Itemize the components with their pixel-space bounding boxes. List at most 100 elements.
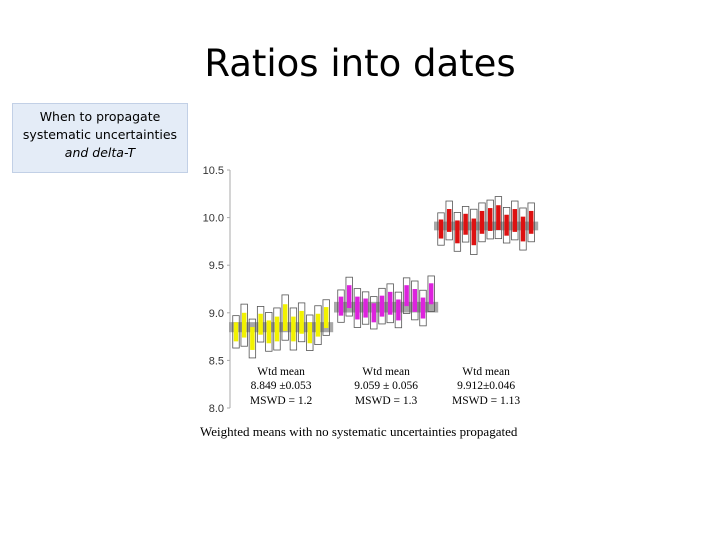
- note-box: When to propagate systematic uncertainti…: [12, 103, 188, 173]
- group-label-line-1: Wtd mean: [462, 366, 510, 378]
- data-bar: [282, 304, 288, 331]
- error-box-outer: [437, 212, 445, 246]
- error-box-outer: [248, 318, 257, 359]
- data-bar: [428, 283, 434, 305]
- error-box-outer: [297, 302, 306, 343]
- data-bar: [291, 316, 296, 342]
- error-box-outer: [322, 299, 330, 336]
- y-tick-label: 10.0: [203, 213, 224, 225]
- y-tick-label: 9.5: [209, 260, 224, 272]
- group-label-line-2: 9.912±0.046: [457, 380, 515, 392]
- error-box-outer: [386, 283, 394, 324]
- error-box-outer: [345, 276, 353, 317]
- note-line-2: systematic uncertainties: [22, 127, 178, 142]
- data-bar: [387, 291, 393, 315]
- data-bar: [346, 285, 352, 309]
- y-tick-label: 8.0: [209, 403, 224, 415]
- error-box-outer: [394, 291, 403, 329]
- error-box-outer: [461, 206, 470, 243]
- data-bar: [363, 298, 368, 318]
- data-bar: [233, 322, 239, 342]
- error-box-outer: [486, 199, 494, 240]
- data-bar: [323, 307, 329, 329]
- error-box-outer: [470, 208, 478, 255]
- error-box-outer: [378, 287, 386, 325]
- error-box-outer: [273, 307, 281, 351]
- y-ticks: 10.5 10.0 9.5 9.0 8.5 8.0: [203, 165, 230, 415]
- data-bar: [496, 205, 501, 230]
- data-bar: [512, 209, 518, 232]
- data-bar: [315, 313, 321, 337]
- data-bar: [446, 209, 452, 232]
- y-tick-label: 9.0: [209, 308, 224, 320]
- weighted-mean-band: [334, 301, 439, 313]
- data-groups: Wtd mean 8.849 ±0.053 MSWD = 1.2 Wtd mean 9.…: [229, 196, 539, 407]
- data-bar: [528, 210, 534, 234]
- error-box-outer: [445, 200, 453, 241]
- chart-svg: 10.5 10.0 9.5 9.0 8.5 8.0 Wtd mean 8.849 ±0.05…: [203, 165, 539, 415]
- data-bar: [371, 303, 377, 323]
- data-bar: [338, 296, 344, 316]
- data-bar: [241, 312, 247, 338]
- data-bar: [471, 218, 477, 246]
- data-bar: [455, 220, 460, 244]
- error-box-outer: [232, 315, 240, 349]
- error-box-outer: [361, 291, 370, 325]
- weighted-mean-band: [434, 221, 539, 231]
- slide-title: Ratios into dates: [204, 42, 516, 85]
- group-label-line-2: 9.059 ± 0.056: [354, 380, 418, 392]
- data-bar: [355, 296, 360, 320]
- error-box-outer: [353, 288, 362, 328]
- group-label-line-2: 8.849 ±0.053: [251, 380, 312, 392]
- error-box-outer: [370, 296, 378, 330]
- data-bar: [274, 316, 280, 342]
- weighted-mean-band: [229, 322, 334, 333]
- error-box-outer: [502, 207, 511, 244]
- error-box-outer: [314, 305, 322, 345]
- data-bar: [479, 210, 485, 234]
- error-box-outer: [289, 307, 298, 351]
- group-label-line-1: Wtd mean: [362, 366, 410, 378]
- group-label-line-1: Wtd mean: [257, 366, 305, 378]
- data-bar: [299, 310, 304, 334]
- data-bar: [420, 297, 426, 319]
- error-box-outer: [256, 306, 265, 343]
- group-label-line-3: MSWD = 1.13: [452, 395, 520, 407]
- error-box-outer: [419, 289, 427, 327]
- y-tick-label: 10.5: [203, 165, 224, 177]
- data-bar: [438, 219, 444, 239]
- error-box-outer: [453, 212, 462, 252]
- data-bar: [307, 322, 313, 344]
- note-line-1: When to propagate: [39, 109, 161, 124]
- data-bar: [266, 320, 272, 344]
- group-label-line-3: MSWD = 1.2: [250, 395, 313, 407]
- error-box-outer: [265, 312, 273, 352]
- data-bar: [404, 285, 409, 307]
- data-bar: [412, 289, 418, 312]
- data-bar: [258, 313, 263, 335]
- error-box-outer: [478, 202, 486, 243]
- error-box-outer: [494, 196, 503, 240]
- error-box-outer: [402, 277, 411, 314]
- error-box-outer: [527, 202, 535, 243]
- data-bar: [504, 214, 509, 236]
- error-box-outer: [281, 294, 289, 341]
- data-bar: [396, 299, 401, 321]
- data-bar: [463, 213, 468, 235]
- group-label-line-3: MSWD = 1.3: [355, 395, 418, 407]
- data-bar: [520, 216, 526, 242]
- error-box-outer: [337, 289, 345, 323]
- error-box-outer: [306, 314, 314, 351]
- y-tick-label: 8.5: [209, 355, 224, 367]
- note-line-3: and delta-T: [64, 145, 136, 160]
- error-box-outer: [240, 303, 248, 347]
- error-box-outer: [511, 200, 519, 241]
- error-box-outer: [519, 207, 527, 251]
- error-box-outer: [411, 280, 419, 321]
- chart-caption: Weighted means with no systematic uncert…: [200, 424, 518, 439]
- data-bar: [487, 208, 493, 231]
- data-bar: [250, 327, 255, 350]
- chart: 10.5 10.0 9.5 9.0 8.5 8.0 Wtd mean 8.849 ±0.05…: [196, 158, 546, 420]
- data-bar: [379, 295, 385, 317]
- error-box-outer: [427, 275, 435, 312]
